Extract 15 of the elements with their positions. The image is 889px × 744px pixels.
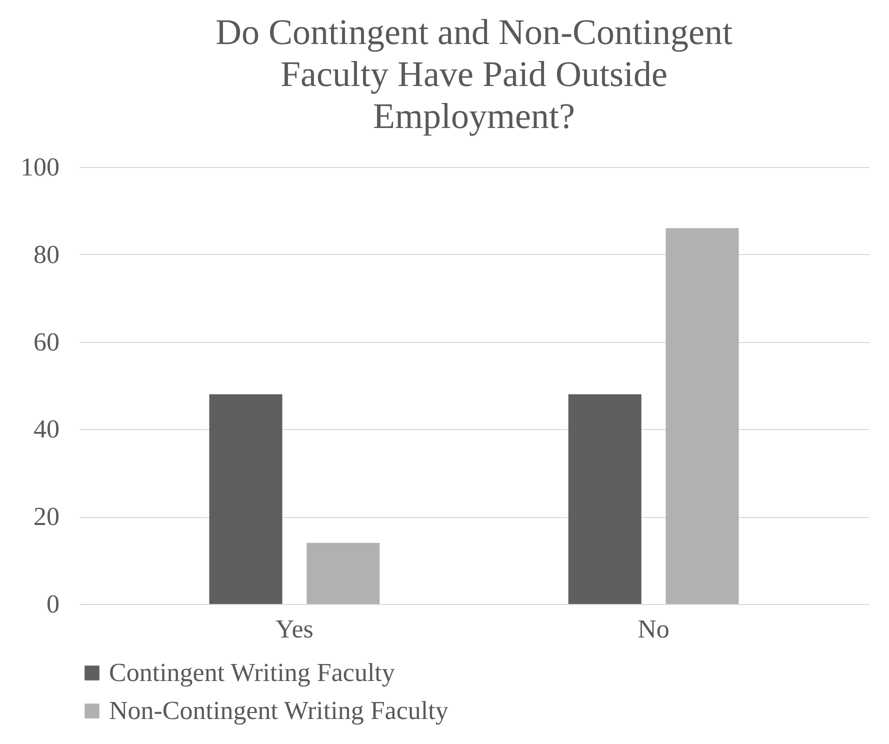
x-tick-label: No (638, 614, 670, 644)
y-tick-label: 60 (34, 327, 60, 356)
y-tick-label: 20 (34, 502, 60, 532)
bar (306, 542, 380, 604)
bar (568, 394, 642, 604)
y-tick-label: 40 (34, 414, 60, 444)
x-tick-label: Yes (276, 614, 314, 644)
y-tick-label: 100 (20, 152, 60, 182)
bar (666, 228, 739, 604)
y-tick-label: 0 (46, 590, 60, 618)
legend-label: Non-Contingent Writing Faculty (109, 696, 448, 725)
bar (209, 394, 282, 604)
y-tick-label: 80 (34, 240, 60, 269)
chart-title: Do Contingent and Non-Contingent Faculty Have Paid Outside Employment? (216, 12, 732, 136)
legend-label: Contingent Writing Faculty (109, 658, 395, 687)
